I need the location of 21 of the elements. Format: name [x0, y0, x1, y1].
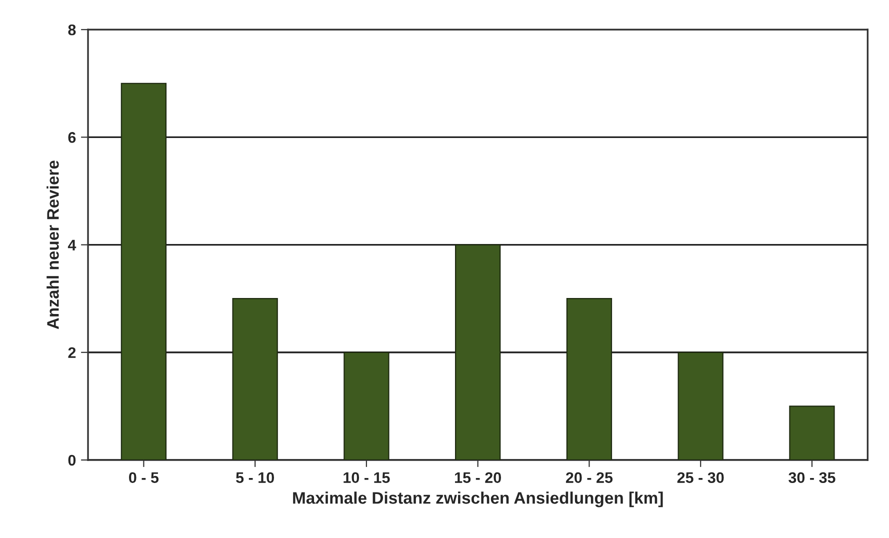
y-tick-label: 6 [68, 132, 76, 143]
bar [344, 352, 390, 460]
x-axis-title: Maximale Distanz zwischen Ansiedlungen [km] [293, 492, 663, 508]
x-tick-label: 20 - 25 [566, 472, 613, 484]
y-tick-label: 2 [68, 347, 76, 358]
bar [678, 352, 724, 460]
x-tick-label: 0 - 5 [129, 472, 159, 484]
x-tick-label: 15 - 20 [455, 472, 501, 484]
y-tick-label: 8 [68, 24, 76, 36]
x-tick-label: 30 - 35 [788, 472, 836, 484]
bar [789, 406, 835, 460]
y-tick-label: 4 [68, 240, 76, 250]
x-tick-label: 10 - 15 [344, 472, 390, 484]
x-tick-label: 5 - 10 [236, 472, 274, 484]
bar [232, 298, 278, 460]
y-tick-label: 0 [68, 454, 76, 466]
x-tick-label: 25 - 30 [677, 472, 724, 484]
y-axis-title: Anzahl neuer Reviere [46, 160, 59, 330]
bar [455, 244, 501, 460]
bar [120, 82, 167, 460]
bar [566, 298, 612, 460]
